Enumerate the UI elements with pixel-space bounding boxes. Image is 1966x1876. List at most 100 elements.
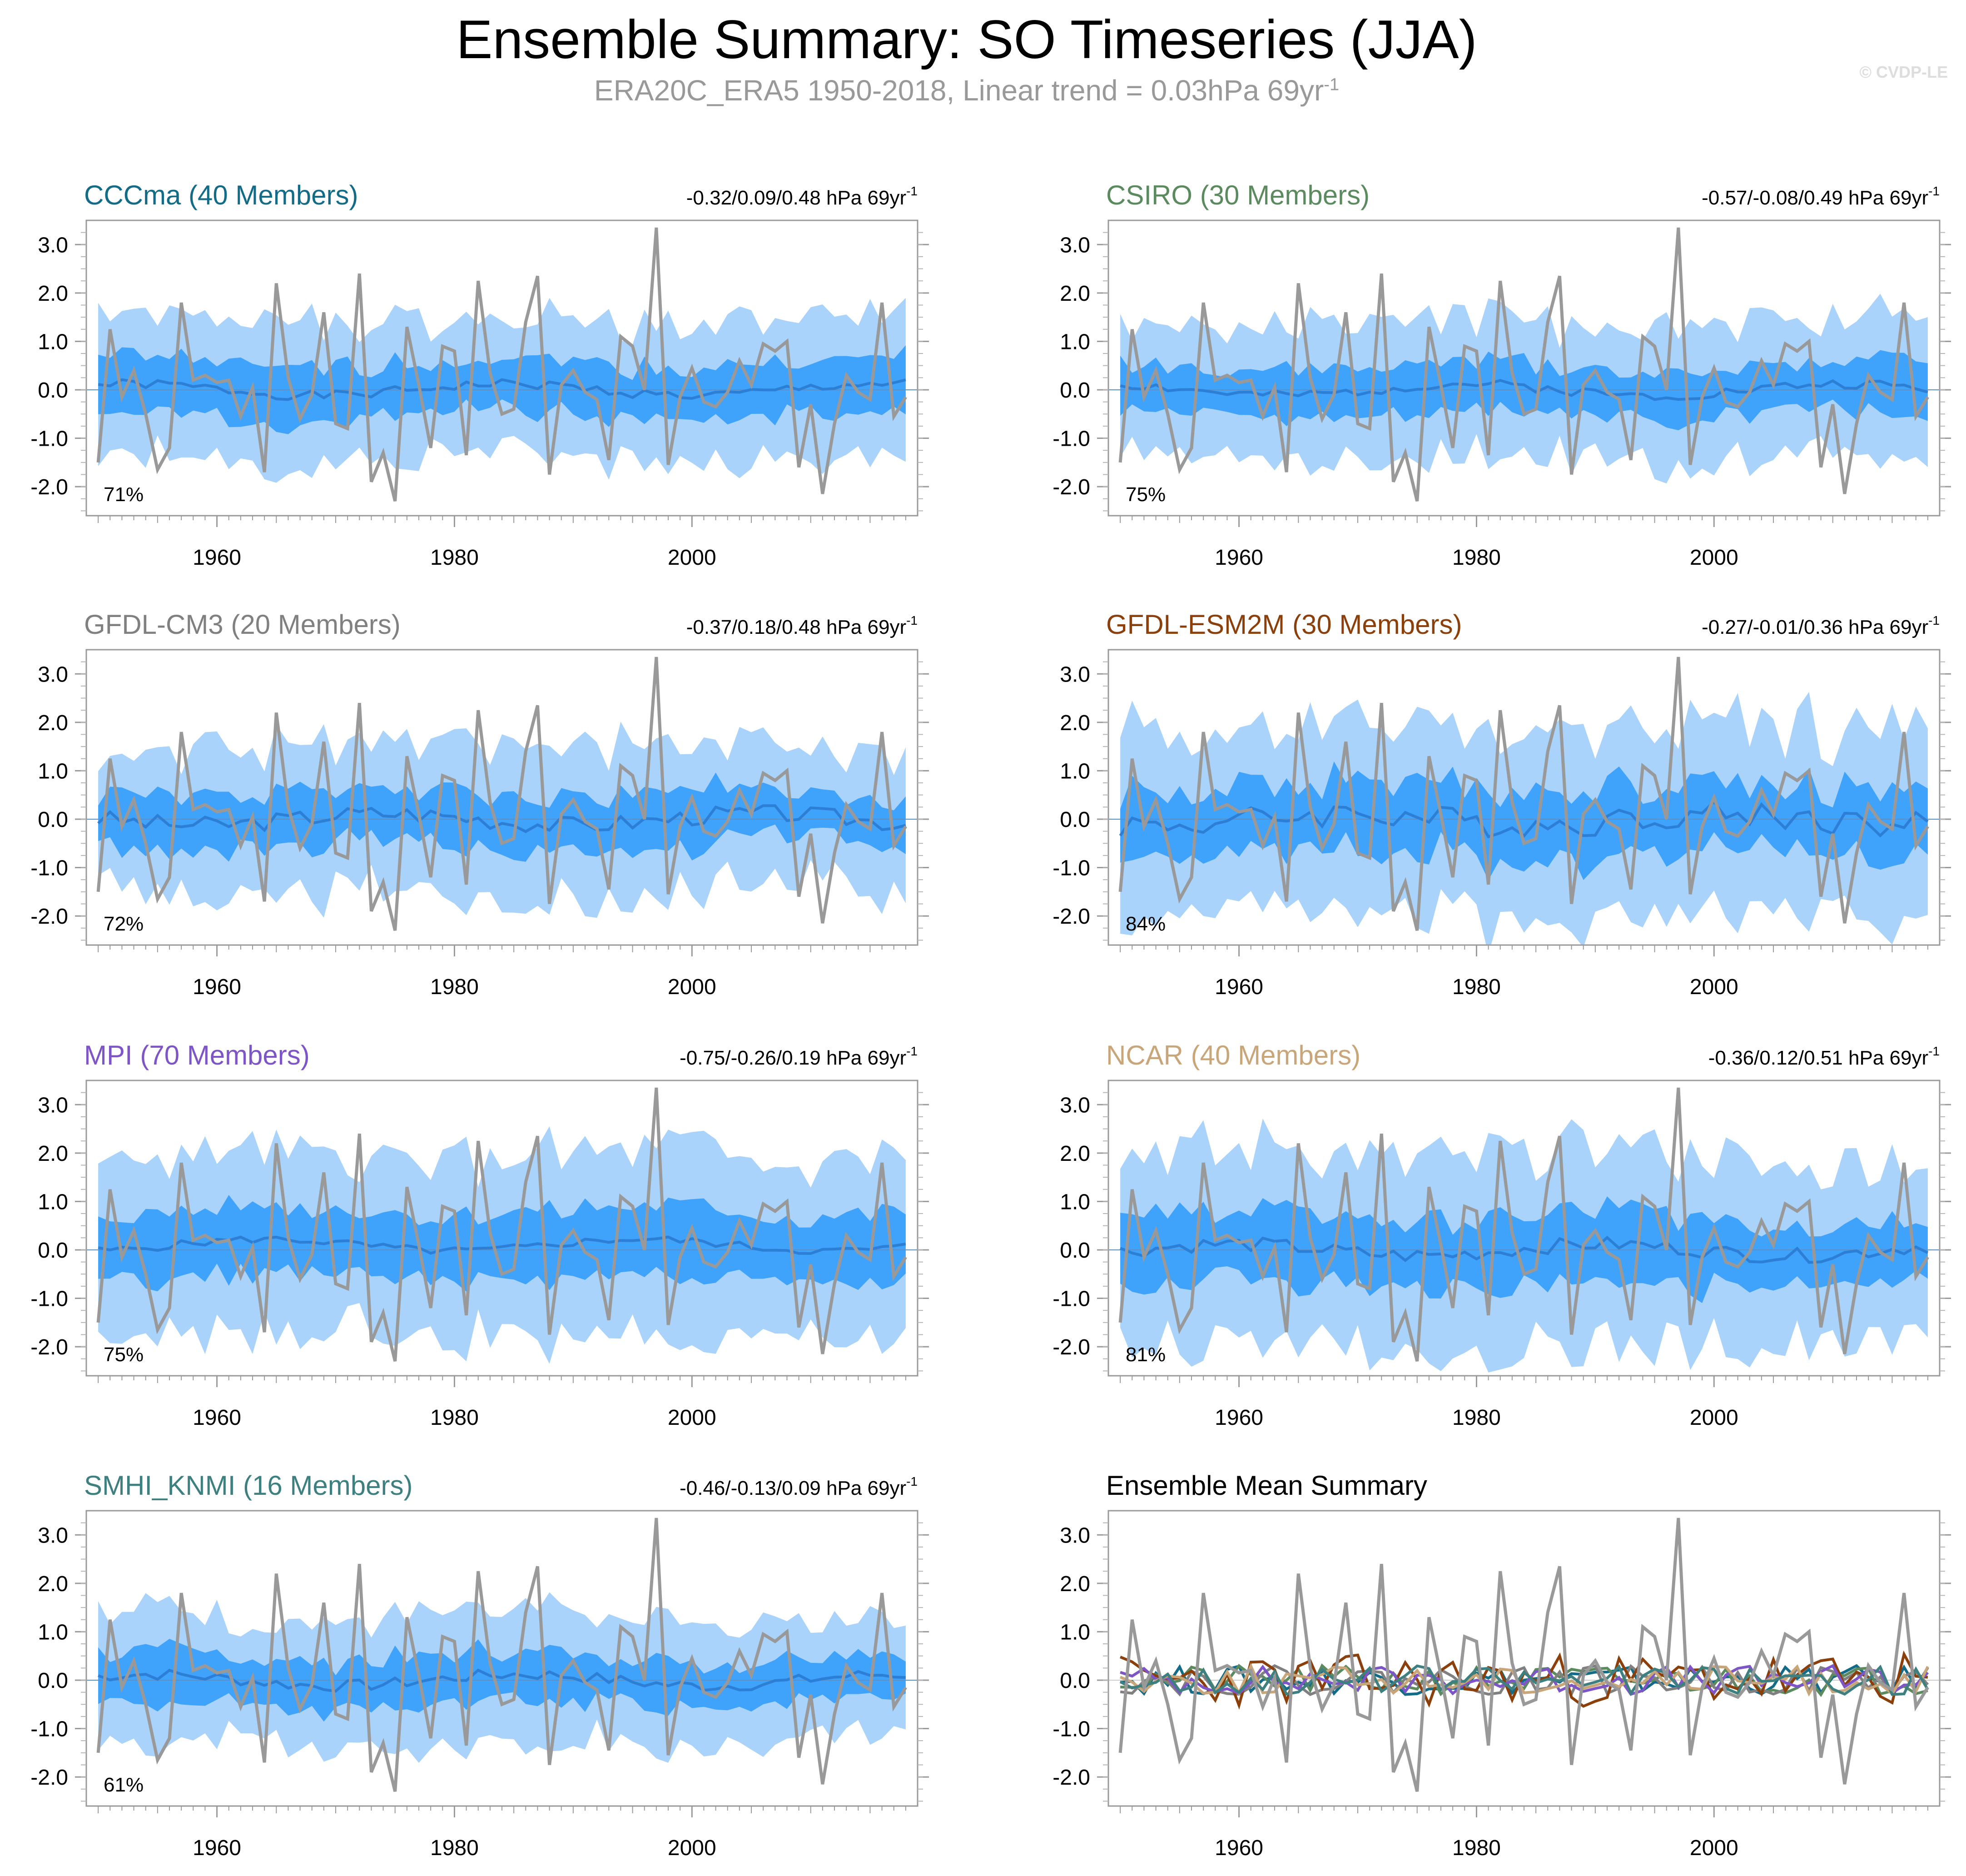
y-tick-label: 2.0 [1060,1572,1090,1596]
y-tick-label: 2.0 [38,282,68,306]
x-tick-label: 2000 [1690,1406,1738,1430]
y-tick-label: 1.0 [1060,1620,1090,1644]
ensemble-mean-line [1119,799,1929,839]
y-tick-label: 3.0 [1060,1093,1090,1117]
y-tick-label: -1.0 [30,427,68,451]
percent-label: 75% [1126,483,1166,506]
x-tick-label: 1980 [1452,546,1501,570]
x-tick-label: 1980 [430,975,479,999]
subtitle-superscript: -1 [1324,75,1340,95]
y-tick-label: 2.0 [38,711,68,735]
y-tick-label: -1.0 [1053,427,1090,451]
panel-trend-superscript: -1 [906,613,918,627]
x-tick-label: 1980 [430,1836,479,1860]
panel-trend-superscript: -1 [1928,1044,1940,1058]
y-tick-label: 0.0 [1060,808,1090,832]
panel-trend-text: -0.27/-0.01/0.36 hPa 69yr [1702,616,1928,638]
figure-title: Ensemble Summary: SO Timeseries (JJA) [456,9,1477,70]
panel-ensemble-mean-summary: Ensemble Mean Summary 3.0 2.0 1.0 0.0 -1.0 -2.… [1053,1470,1951,1860]
y-tick-label: 1.0 [38,1190,68,1214]
y-tick-label: -1.0 [30,1287,68,1311]
panel-title: NCAR (40 Members) [1106,1040,1360,1070]
panel-cccma: CCCma (40 Members) -0.32/0.09/0.48 hPa 69… [30,180,929,570]
y-tick-label: -2.0 [30,1766,68,1790]
panel-title: CCCma (40 Members) [84,180,358,210]
plot-area [1108,657,1940,945]
observation-line [1118,1518,1929,1792]
percent-label: 71% [104,483,144,506]
y-tick-label: 2.0 [1060,1142,1090,1166]
y-tick-label: 2.0 [1060,711,1090,735]
x-tick-label: 1960 [1215,975,1263,999]
panel-trend-superscript: -1 [906,1474,918,1488]
y-tick-label: 3.0 [1060,1523,1090,1548]
watermark: © CVDP-LE [1859,63,1948,81]
x-tick-label: 1960 [1215,1836,1263,1860]
x-tick-label: 1980 [430,546,479,570]
observation-line [1118,227,1929,502]
panel-title: CSIRO (30 Members) [1106,180,1370,210]
y-tick-label: -1.0 [1053,1287,1090,1311]
y-tick-label: 3.0 [1060,233,1090,257]
panel-trend: -0.75/-0.26/0.19 hPa 69yr-1 [680,1044,918,1069]
y-tick-label: 3.0 [38,233,68,257]
y-tick-label: -1.0 [30,1717,68,1742]
ensemble-iqr-band [98,1195,906,1292]
y-tick-label: 1.0 [1060,1190,1090,1214]
y-tick-label: 0.0 [1060,378,1090,403]
panel-trend-superscript: -1 [906,1044,918,1058]
plot-area [1108,227,1940,502]
plot-area [86,1087,918,1364]
x-tick-label: 2000 [668,1406,716,1430]
y-tick-label: -2.0 [1053,905,1090,929]
y-tick-label: -2.0 [1053,1766,1090,1790]
observation-line [96,1518,907,1792]
panel-trend-text: -0.37/0.18/0.48 hPa 69yr [686,616,906,638]
plot-frame [1107,1510,1941,1807]
panel-trend: -0.27/-0.01/0.36 hPa 69yr-1 [1702,613,1940,638]
y-tick-label: -1.0 [1053,1717,1090,1742]
percent-label: 81% [1126,1344,1166,1366]
panel-trend: -0.46/-0.13/0.09 hPa 69yr-1 [680,1474,918,1499]
ensemble-iqr-band [98,772,906,862]
ensemble-mean-line [1119,1662,1929,1697]
panel-csiro: CSIRO (30 Members) -0.57/-0.08/0.49 hPa 6… [1053,180,1951,570]
y-tick-label: 1.0 [38,759,68,783]
panel-trend: -0.32/0.09/0.48 hPa 69yr-1 [686,184,918,209]
x-tick-label: 1980 [1452,1836,1501,1860]
y-tick-label: -2.0 [1053,1335,1090,1359]
figure-subtitle: ERA20C_ERA5 1950-2018, Linear trend = 0.… [0,74,1933,107]
observation-line [1118,1087,1929,1362]
panel-trend-text: -0.36/0.12/0.51 hPa 69yr [1708,1047,1928,1069]
x-tick-label: 1980 [1452,1406,1501,1430]
panel-trend-text: -0.46/-0.13/0.09 hPa 69yr [680,1477,906,1499]
observation-line [96,1087,907,1362]
percent-label: 75% [104,1344,144,1366]
x-tick-label: 1980 [1452,975,1501,999]
y-tick-label: 3.0 [38,662,68,687]
percent-label: 61% [104,1774,144,1796]
panel-title: MPI (70 Members) [84,1040,310,1070]
observation-line [96,227,907,502]
y-tick-label: -2.0 [30,905,68,929]
y-tick-label: 1.0 [38,1620,68,1644]
y-tick-label: 2.0 [1060,282,1090,306]
x-tick-label: 1960 [193,975,241,999]
y-tick-label: 3.0 [38,1093,68,1117]
panel-gfdl-esm2m: GFDL-ESM2M (30 Members) -0.27/-0.01/0.36 … [1053,609,1951,999]
x-tick-label: 2000 [1690,546,1738,570]
panel-trend-text: -0.32/0.09/0.48 hPa 69yr [686,187,906,209]
plot-area [1108,1087,1940,1373]
y-tick-label: 1.0 [1060,759,1090,783]
y-tick-label: 1.0 [1060,330,1090,354]
ensemble-mean-line [98,1235,906,1255]
panel-mpi: MPI (70 Members) -0.75/-0.26/0.19 hPa 69y… [30,1040,929,1430]
plot-area [86,1518,918,1792]
y-tick-label: -1.0 [30,856,68,881]
x-tick-label: 1960 [1215,1406,1263,1430]
panel-title: SMHI_KNMI (16 Members) [84,1470,412,1501]
panel-trend: -0.36/0.12/0.51 hPa 69yr-1 [1708,1044,1940,1069]
panel-smhi-knmi: SMHI_KNMI (16 Members) -0.46/-0.13/0.09 h… [30,1470,929,1860]
y-tick-label: -1.0 [1053,856,1090,881]
